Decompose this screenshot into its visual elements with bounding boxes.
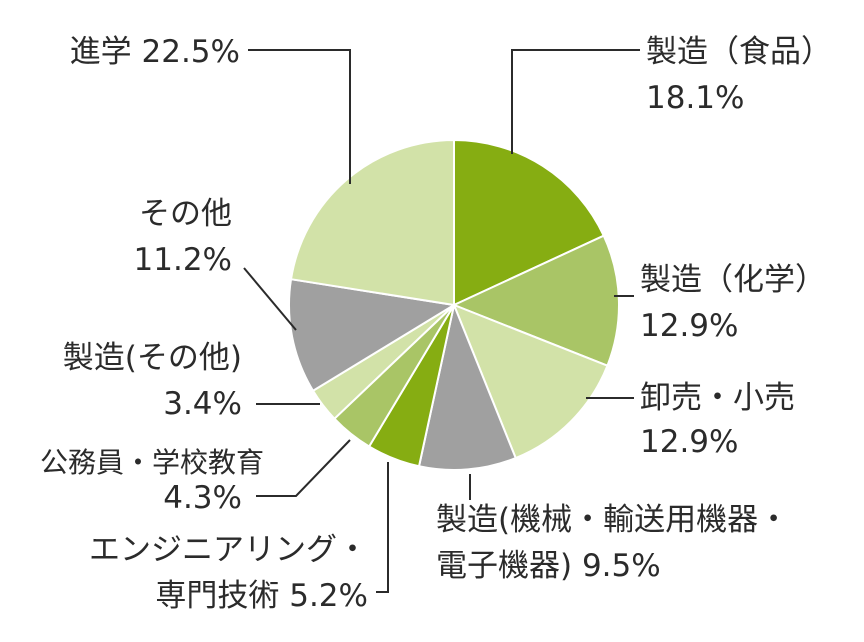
label-other-name: その他 bbox=[139, 196, 232, 232]
label-retail-value: 12.9% bbox=[640, 424, 738, 460]
label-engineering-line2: 専門技術 5.2% bbox=[155, 578, 368, 614]
label-mfg-other-name: 製造(その他) bbox=[63, 340, 242, 376]
label-mfg-other-value: 3.4% bbox=[163, 386, 242, 422]
pie-slice-2 bbox=[452, 303, 609, 460]
pie-slice-3 bbox=[417, 301, 518, 471]
label-machinery-line1: 製造(機械・輸送用機器・ bbox=[436, 502, 789, 538]
leader-lines bbox=[243, 49, 640, 593]
leader-line-public bbox=[256, 439, 351, 497]
pie-slices bbox=[288, 138, 620, 471]
pie-slice-0 bbox=[453, 138, 606, 307]
label-machinery-line2: 電子機器) 9.5% bbox=[436, 548, 661, 584]
label-chemical-name: 製造（化学） bbox=[640, 262, 826, 298]
pie-slice-8 bbox=[289, 138, 455, 307]
leader-line-advance bbox=[248, 49, 351, 184]
leader-line-other bbox=[243, 267, 297, 331]
label-chemical-value: 12.9% bbox=[640, 308, 738, 344]
pie-slice-7 bbox=[288, 278, 457, 393]
label-food-value: 18.1% bbox=[646, 80, 744, 116]
label-food-name: 製造（食品） bbox=[646, 34, 832, 70]
slice-labels: 製造（食品） 18.1% 製造（化学） 12.9% 卸売・小売 12.9% 製造… bbox=[40, 34, 832, 614]
pie-slice-1 bbox=[451, 234, 620, 368]
label-public-name: 公務員・学校教育 bbox=[40, 446, 264, 479]
leader-line-food bbox=[511, 49, 640, 154]
leader-line-engineering bbox=[376, 462, 389, 593]
label-retail-name: 卸売・小売 bbox=[640, 380, 795, 416]
label-engineering-line1: エンジニアリング・ bbox=[89, 532, 368, 568]
label-other-value: 11.2% bbox=[134, 242, 232, 278]
label-advance: 進学 22.5% bbox=[70, 34, 240, 70]
label-public-value: 4.3% bbox=[163, 480, 242, 516]
